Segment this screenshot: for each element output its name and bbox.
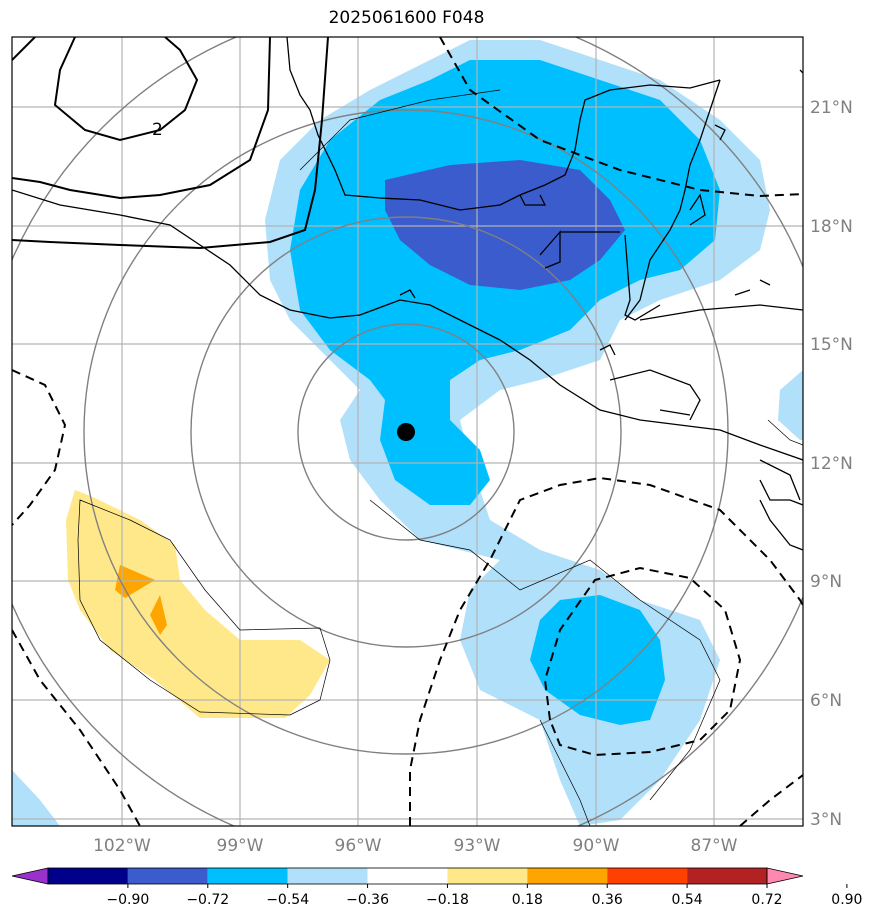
colorbar-swatch bbox=[527, 868, 608, 884]
thin-contours bbox=[77, 89, 803, 826]
latitude-labels: 21°N 18°N 15°N 12°N 9°N 6°N 3°N bbox=[810, 98, 853, 830]
lat-label-21n: 21°N bbox=[810, 98, 853, 118]
colorbar-swatch bbox=[48, 868, 128, 884]
colorbar-swatch bbox=[607, 868, 688, 884]
colorbar-swatch bbox=[367, 868, 448, 884]
lat-label-12n: 12°N bbox=[810, 454, 853, 474]
map-frame bbox=[11, 36, 804, 827]
lat-label-3n: 3°N bbox=[810, 810, 842, 830]
lat-label-6n: 6°N bbox=[810, 691, 842, 711]
lat-label-18n: 18°N bbox=[810, 217, 853, 237]
colorbar-swatch bbox=[447, 868, 528, 884]
lon-label-90w: 90°W bbox=[573, 836, 620, 856]
dashed-contours bbox=[12, 37, 803, 826]
colorbar-swatch bbox=[287, 868, 368, 884]
solid-contours bbox=[12, 37, 329, 250]
lat-label-15n: 15°N bbox=[810, 335, 853, 355]
lon-label-102w: 102°W bbox=[93, 836, 151, 856]
lon-label-93w: 93°W bbox=[454, 836, 501, 856]
colorbar-tick-label: −0.54 bbox=[266, 892, 309, 908]
colorbar-extend-high bbox=[766, 867, 804, 885]
contour-label: 2 bbox=[152, 120, 163, 140]
colorbar-tick-label: −0.18 bbox=[426, 892, 469, 908]
colorbar-extend-low bbox=[11, 867, 49, 885]
anomaly-fill-yellow bbox=[66, 490, 330, 718]
colorbar-tick-label: −0.72 bbox=[186, 892, 229, 908]
colorbar-tick-label: −0.36 bbox=[346, 892, 389, 908]
colorbar-tick-label: 0.72 bbox=[751, 892, 782, 908]
colorbar-swatch bbox=[127, 868, 208, 884]
lat-label-9n: 9°N bbox=[810, 572, 842, 592]
colorbar-tick-label: 0.36 bbox=[592, 892, 623, 908]
colorbar-tick-label: 0.18 bbox=[512, 892, 543, 908]
colorbar: −0.90 −0.72 −0.54 −0.36 −0.18 0.18 0.36 0.54 0.7… bbox=[11, 867, 862, 908]
colorbar-tick-label: 0.54 bbox=[672, 892, 703, 908]
map-title: 2025061600 F048 bbox=[328, 8, 485, 28]
lon-label-99w: 99°W bbox=[217, 836, 264, 856]
anomaly-fill-medium-blue bbox=[385, 160, 625, 290]
lon-label-87w: 87°W bbox=[691, 836, 738, 856]
longitude-labels: 102°W 99°W 96°W 93°W 90°W 87°W bbox=[93, 836, 738, 856]
coastlines bbox=[12, 37, 803, 551]
storm-center-marker bbox=[397, 423, 415, 441]
grid-lines bbox=[12, 37, 803, 826]
colorbar-swatch bbox=[207, 868, 288, 884]
colorbar-frame bbox=[47, 867, 768, 885]
map-area: 2 bbox=[12, 37, 803, 826]
lon-label-96w: 96°W bbox=[335, 836, 382, 856]
colorbar-tick-label: 0.90 bbox=[831, 892, 862, 908]
colorbar-tick-label: −0.90 bbox=[106, 892, 149, 908]
colorbar-swatch bbox=[687, 868, 767, 884]
range-rings bbox=[12, 37, 803, 826]
